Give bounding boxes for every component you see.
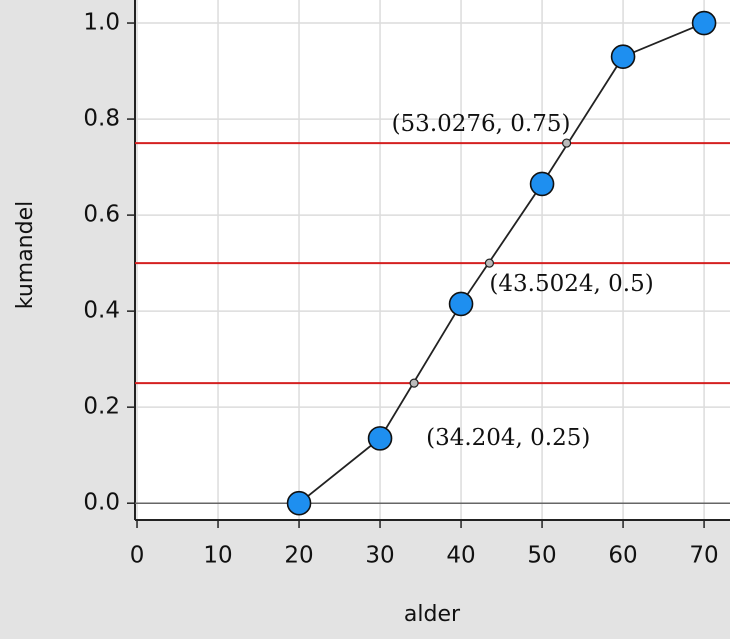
- point: [448, 291, 474, 317]
- intersection-point: [409, 378, 419, 388]
- intersection-point: [484, 258, 495, 268]
- annotation: (53.0276, 0.75): [392, 111, 571, 137]
- x-tick-label: 40: [446, 543, 475, 569]
- y-tick-label: 0.8: [83, 106, 120, 132]
- y-tick-label: 1.0: [83, 10, 120, 36]
- x-tick-label: 30: [365, 543, 394, 569]
- point: [691, 10, 717, 36]
- y-tick-label: 0.4: [83, 298, 120, 324]
- point: [529, 171, 555, 197]
- x-tick-label: 10: [203, 543, 232, 569]
- plot: (34.204, 0.25) (43.5024, 0.5) (53.0276, 0.…: [135, 10, 730, 516]
- x-tick-label: 0: [130, 543, 145, 569]
- annotation: (43.5024, 0.5): [489, 271, 653, 297]
- x-tick-label: 50: [527, 543, 556, 569]
- x-tick-label: 60: [608, 543, 637, 569]
- y-tick-label: 0.0: [83, 490, 120, 516]
- plot-area: [135, 0, 730, 520]
- point: [367, 426, 393, 451]
- annotation: (34.204, 0.25): [426, 425, 590, 451]
- x-tick-label: 70: [689, 543, 718, 569]
- x-tick-label: 20: [284, 543, 313, 569]
- point: [286, 490, 312, 516]
- intersection-point: [561, 138, 572, 148]
- y-tick-label: 0.6: [83, 202, 120, 228]
- point: [610, 44, 636, 69]
- series-line: [298, 22, 705, 504]
- x-axis-label: alder: [404, 602, 461, 627]
- y-axis-label: kumandel: [13, 201, 38, 309]
- y-tick-label: 0.2: [83, 394, 120, 420]
